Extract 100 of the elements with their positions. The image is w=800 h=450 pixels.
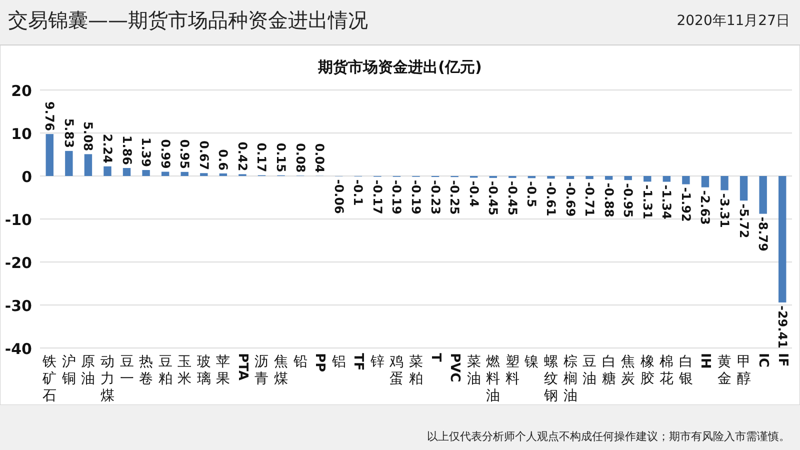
x-tick-label: 苹果 bbox=[216, 354, 230, 387]
x-tick-label: 螺纹钢 bbox=[542, 354, 558, 404]
data-label: -0.19 bbox=[409, 180, 423, 214]
x-tick-label: 棕榈油 bbox=[563, 354, 578, 404]
bar bbox=[142, 170, 150, 176]
data-label: -0.61 bbox=[544, 182, 558, 216]
bar bbox=[662, 176, 671, 182]
data-label: 0.08 bbox=[293, 143, 308, 173]
y-tick-label: -20 bbox=[4, 254, 32, 272]
data-label: -0.19 bbox=[390, 180, 404, 214]
data-label: 0.17 bbox=[254, 142, 269, 172]
bar bbox=[547, 176, 555, 179]
x-tick-label: 豆粕 bbox=[158, 354, 172, 387]
bar bbox=[624, 176, 632, 180]
x-tick-label: 锌 bbox=[369, 354, 384, 370]
bar bbox=[740, 176, 748, 201]
bar bbox=[161, 172, 170, 176]
bar bbox=[200, 173, 208, 176]
bar bbox=[604, 176, 613, 180]
bar bbox=[644, 176, 652, 182]
x-tick-label: IH bbox=[698, 353, 713, 369]
data-label: 0.6 bbox=[216, 149, 230, 170]
x-tick-label: 沪铜 bbox=[60, 354, 76, 387]
bar bbox=[104, 166, 112, 176]
x-tick-label: 焦炭 bbox=[621, 354, 636, 387]
data-label: 0.67 bbox=[196, 140, 211, 170]
x-tick-label: 铅 bbox=[292, 354, 308, 370]
bar bbox=[759, 176, 767, 214]
x-tick-label: 棉花 bbox=[660, 354, 674, 387]
x-tick-label: 白银 bbox=[678, 354, 693, 387]
chart-subtitle: 期货市场资金进出(亿元) bbox=[317, 58, 482, 76]
x-tick-label: TF bbox=[350, 353, 366, 371]
bar bbox=[778, 176, 786, 302]
data-label: -0.71 bbox=[582, 182, 597, 217]
x-tick-label: 原油 bbox=[81, 354, 96, 387]
x-tick-label: 塑料 bbox=[505, 354, 520, 387]
x-tick-label: 动力煤 bbox=[100, 354, 114, 404]
y-tick-label: 0 bbox=[22, 168, 32, 186]
x-tick-label: 铁矿石 bbox=[42, 354, 57, 404]
y-tick-label: 20 bbox=[11, 82, 32, 100]
x-tick-label: 燃料油 bbox=[486, 354, 500, 404]
x-tick-label: 甲醇 bbox=[736, 354, 751, 387]
x-tick-label: PTA bbox=[234, 353, 250, 380]
data-label: -0.1 bbox=[351, 179, 366, 206]
data-label: -0.06 bbox=[332, 179, 346, 214]
bar bbox=[84, 154, 92, 176]
data-label: -1.31 bbox=[640, 184, 654, 220]
y-tick-label: -10 bbox=[4, 211, 32, 229]
data-label: 1.39 bbox=[139, 137, 154, 168]
x-tick-label: IF bbox=[774, 353, 790, 367]
data-label: 0.04 bbox=[312, 143, 327, 173]
x-tick-label: PVC bbox=[447, 353, 462, 382]
data-label: -0.23 bbox=[428, 180, 442, 215]
x-tick-label: PP bbox=[312, 353, 328, 372]
data-label: 1.86 bbox=[120, 135, 134, 165]
data-label: -5.72 bbox=[736, 204, 751, 238]
x-tick-label: 热卷 bbox=[139, 354, 154, 387]
data-label: -0.45 bbox=[505, 180, 520, 216]
data-label: 5.83 bbox=[62, 118, 76, 148]
x-tick-label: 菜粕 bbox=[409, 354, 423, 387]
x-tick-label: 菜油 bbox=[466, 354, 481, 387]
data-label: -2.63 bbox=[698, 190, 712, 225]
x-tick-label: 玉米 bbox=[178, 354, 192, 387]
text: 2020年11月27日 bbox=[676, 13, 790, 29]
bar bbox=[46, 134, 54, 176]
x-tick-label: 沥青 bbox=[254, 354, 269, 387]
y-tick-label: -30 bbox=[4, 297, 32, 315]
data-label: -0.25 bbox=[448, 180, 462, 215]
text: 以上仅代表分析师个人观点不构成任何操作建议；期市有风险入市需谨慎。 bbox=[427, 430, 790, 443]
data-label: 2.24 bbox=[100, 134, 114, 164]
bar bbox=[219, 173, 228, 176]
bar bbox=[180, 172, 188, 176]
bar bbox=[682, 176, 690, 184]
bar bbox=[701, 176, 710, 188]
x-tick-label: 豆一 bbox=[120, 354, 134, 387]
y-tick-label: -40 bbox=[4, 340, 32, 358]
data-label: -0.17 bbox=[370, 180, 384, 214]
data-label: 0.99 bbox=[158, 139, 172, 169]
x-tick-label: 镍 bbox=[524, 354, 539, 370]
bar bbox=[122, 168, 131, 176]
bar bbox=[586, 176, 594, 180]
data-label: 5.08 bbox=[81, 122, 96, 152]
x-tick-label: 焦煤 bbox=[274, 354, 288, 387]
data-label: -0.45 bbox=[486, 180, 500, 216]
x-tick-label: 白糖 bbox=[602, 354, 616, 387]
data-label: -0.5 bbox=[524, 181, 539, 208]
x-tick-label: 鸡蛋 bbox=[388, 354, 404, 387]
data-label: -0.95 bbox=[621, 183, 636, 218]
x-tick-label: 橡胶 bbox=[640, 354, 654, 387]
data-label: -0.4 bbox=[466, 180, 481, 207]
x-tick-label: 玻璃 bbox=[196, 354, 211, 387]
data-label: -1.92 bbox=[678, 187, 693, 222]
data-label: -0.69 bbox=[563, 182, 578, 217]
y-tick-label: 10 bbox=[11, 125, 32, 143]
chart-title: 交易锦囊——期货市场品种资金进出情况 bbox=[8, 8, 368, 32]
bar bbox=[566, 176, 574, 179]
x-tick-label: 豆油 bbox=[582, 354, 597, 387]
data-label: -29.41 bbox=[775, 305, 790, 348]
data-label: 0.15 bbox=[274, 142, 288, 172]
x-tick-label: T bbox=[428, 353, 443, 362]
